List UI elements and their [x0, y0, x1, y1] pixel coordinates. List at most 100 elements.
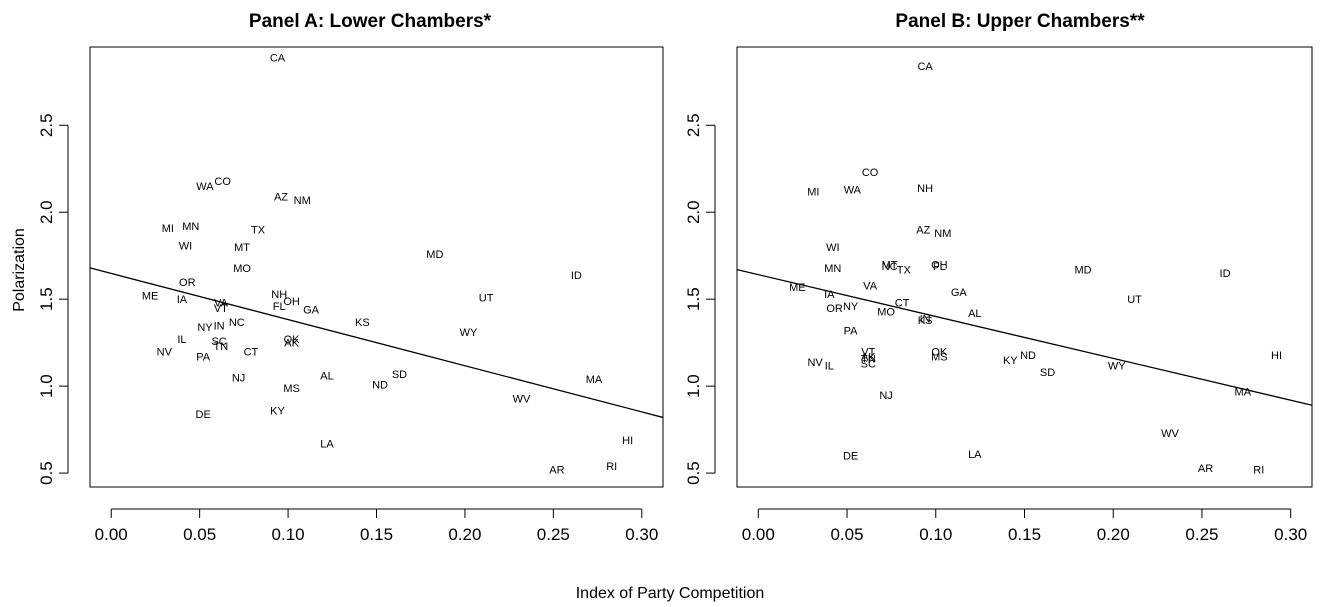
panel-a-y-tick-label: 2.0 — [37, 200, 56, 224]
panel-b-point-il: IL — [825, 360, 834, 372]
panel-a-point-ct: CT — [244, 346, 259, 358]
panel-b-point-ms: MS — [931, 352, 948, 364]
panel-a-point-ny: NY — [197, 322, 213, 334]
panel-b-x-tick-label: 0.25 — [1185, 525, 1218, 544]
panel-b-point-in: IN — [920, 313, 931, 325]
panel-a-x-tick-label: 0.00 — [95, 525, 128, 544]
panel-a-point-nh: NH — [271, 289, 287, 301]
panel-b-plot-frame — [736, 46, 1313, 488]
panel-b-point-mn: MN — [824, 263, 841, 275]
panel-b-point-co: CO — [862, 167, 879, 179]
panel-b-fit-line — [736, 268, 1313, 406]
panel-b-point-az: AZ — [916, 225, 930, 237]
panel-a-point-ok: OK — [284, 334, 301, 346]
panel-a-point-wv: WV — [513, 393, 531, 405]
panel-a-x-tick-label: 0.30 — [625, 525, 658, 544]
panel-a-point-va: VA — [214, 298, 229, 310]
panel-a-point-ca: CA — [270, 52, 286, 64]
panel-b-title: Panel B: Upper Chambers** — [895, 11, 1145, 32]
panel-b-point-ok: OK — [931, 346, 948, 358]
panel-b-point-de: DE — [843, 451, 858, 463]
panel-a-point-or: OR — [179, 277, 196, 289]
panel-a-y-tick-label: 2.5 — [37, 113, 56, 137]
panel-b-point-ks: KS — [918, 315, 933, 327]
panel-b-point-mt: MT — [882, 259, 898, 271]
panel-b-y-tick-label: 0.5 — [684, 461, 703, 485]
panel-a-point-nv: NV — [157, 346, 173, 358]
panel-a-point-wi: WI — [179, 240, 192, 252]
panel-b-point-mo: MO — [877, 306, 895, 318]
panel-a-point-pa: PA — [196, 352, 211, 364]
panel-b-point-ny: NY — [843, 301, 859, 313]
panel-b-point-ia: IA — [824, 289, 835, 301]
panel-b-x-tick-label: 0.00 — [742, 525, 775, 544]
panel-b-point-nd: ND — [1020, 350, 1036, 362]
panel-b-point-ut: UT — [1127, 294, 1142, 306]
panel-b-y-tick-label: 2.0 — [684, 200, 703, 224]
panel-b-point-ar: AR — [1198, 463, 1213, 475]
panel-a-point-de: DE — [196, 409, 211, 421]
panel-b-point-me: ME — [789, 282, 806, 294]
panel-b-point-or: OR — [826, 303, 843, 315]
panel-a-point-ia: IA — [177, 294, 188, 306]
panel-b-point-ca: CA — [917, 61, 933, 73]
panel-b-y-tick-label: 1.5 — [684, 287, 703, 311]
panel-a-point-mt: MT — [234, 242, 250, 254]
panel-b-y-tick-label: 2.5 — [684, 113, 703, 137]
panel-b-point-fl: FL — [933, 261, 946, 273]
y-axis-title: Polarization — [11, 228, 28, 312]
panel-a-y-tick-label: 0.5 — [37, 461, 56, 485]
x-axis-title: Index of Party Competition — [576, 585, 765, 602]
panel-b-point-sd: SD — [1040, 367, 1055, 379]
panel-b-x-tick-label: 0.15 — [1008, 525, 1041, 544]
panel-a-y-tick-label: 1.0 — [37, 374, 56, 398]
panel-b-point-md: MD — [1075, 265, 1092, 277]
panel-b-point-la: LA — [968, 449, 982, 461]
panel-b-point-al: AL — [968, 308, 981, 320]
panel-a-point-mi: MI — [162, 223, 174, 235]
panel-b-point-tx: TX — [897, 265, 912, 277]
panel-b-point-nc: NC — [882, 261, 898, 273]
panel-a-point-in: IN — [214, 320, 225, 332]
panel-b-point-sc: SC — [861, 359, 876, 371]
panel-b-point-tn: TN — [861, 353, 876, 365]
panel-a-point-ri: RI — [606, 461, 617, 473]
panel-a-point-nd: ND — [372, 379, 388, 391]
panel-a-point-ky: KY — [270, 405, 285, 417]
panel-a-fit-line — [89, 267, 664, 419]
panel-a-point-wy: WY — [460, 327, 478, 339]
panel-b-point-wv: WV — [1161, 428, 1179, 440]
panel-a-point-ks: KS — [355, 317, 370, 329]
panel-a-point-ut: UT — [479, 292, 494, 304]
panel-a-x-tick-label: 0.05 — [183, 525, 216, 544]
panel-a-point-la: LA — [320, 439, 334, 451]
panel-b-point-wi: WI — [826, 242, 839, 254]
panel-a-point-az: AZ — [274, 192, 288, 204]
panel-a-point-nc: NC — [229, 317, 245, 329]
panel-a-point-md: MD — [426, 249, 443, 261]
panel-a-point-vt: VT — [214, 303, 228, 315]
panel-b-point-wa: WA — [844, 185, 862, 197]
panel-a-x-tick-label: 0.10 — [272, 525, 305, 544]
panel-a-point-nm: NM — [294, 195, 311, 207]
panel-a-point-ar: AR — [549, 465, 564, 477]
panel-a-title: Panel A: Lower Chambers* — [249, 11, 492, 32]
panel-b-point-nh: NH — [917, 183, 933, 195]
panel-a-point-wa: WA — [196, 181, 214, 193]
panel-b-point-pa: PA — [844, 325, 859, 337]
panel-b-point-ak: AK — [861, 352, 876, 364]
panel-a-point-ma: MA — [586, 374, 603, 386]
panel-b-x-tick-label: 0.30 — [1274, 525, 1307, 544]
panel-b-point-vt: VT — [861, 346, 875, 358]
panel-a-point-me: ME — [142, 291, 159, 303]
panel-b-point-hi: HI — [1271, 350, 1282, 362]
panel-a-point-al: AL — [320, 371, 333, 383]
panel-a-point-mo: MO — [233, 263, 251, 275]
panel-a-point-ak: AK — [284, 338, 299, 350]
panel-a-point-id: ID — [571, 270, 582, 282]
panel-b-point-nm: NM — [934, 228, 951, 240]
panel-b-point-nv: NV — [807, 357, 823, 369]
panel-a-point-ga: GA — [303, 305, 320, 317]
